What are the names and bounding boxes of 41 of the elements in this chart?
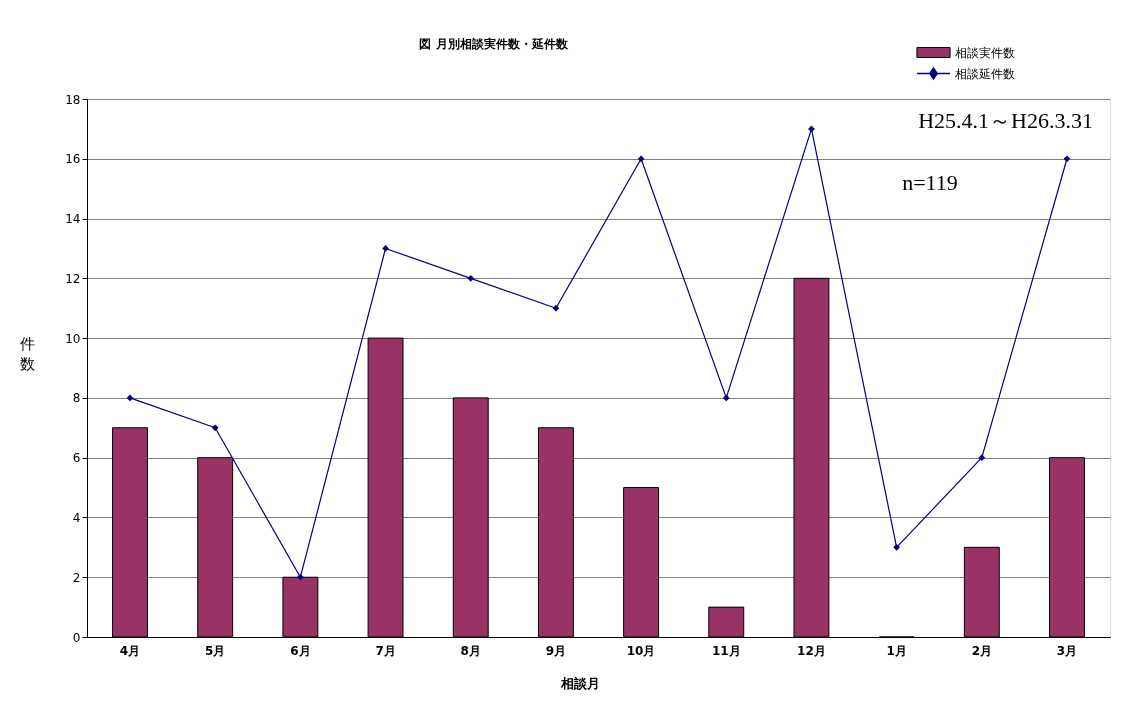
y-tick-label: 12	[65, 271, 81, 286]
x-tick-label: 1月	[886, 643, 907, 658]
point	[467, 274, 475, 282]
x-tick-label: 10月	[626, 643, 656, 658]
point	[1063, 155, 1071, 163]
point	[978, 454, 986, 462]
x-tick-label: 12月	[797, 643, 826, 658]
x-tick-label: 6月	[290, 643, 311, 658]
x-tick-label: 2月	[971, 643, 992, 658]
point	[126, 394, 134, 402]
point	[722, 394, 730, 402]
point	[382, 245, 389, 252]
y-axis-title: 件数	[20, 334, 35, 373]
x-axis-title: 相談月	[560, 675, 600, 691]
x-tick-label: 7月	[375, 643, 396, 658]
y-tick-label: 4	[72, 510, 81, 525]
legend-label: 相談延件数	[955, 66, 1015, 81]
point	[552, 304, 560, 312]
point	[297, 573, 304, 581]
y-tick-label: 16	[65, 152, 81, 167]
point	[211, 424, 219, 432]
point	[808, 125, 815, 133]
point	[637, 155, 645, 163]
y-tick-label: 2	[72, 570, 81, 585]
legend-label: 相談実件数	[955, 45, 1015, 60]
y-tick-label: 10	[65, 331, 81, 346]
y-tick-label: 14	[65, 212, 81, 227]
x-tick-label: 8月	[460, 643, 481, 658]
y-tick-label: 0	[72, 630, 81, 645]
x-tick-label: 3月	[1056, 643, 1078, 658]
y-tick-label: 18	[65, 92, 81, 107]
x-tick-label: 9月	[545, 643, 567, 658]
y-tick-label: 6	[72, 451, 81, 466]
x-tick-label: 11月	[711, 643, 741, 658]
point	[893, 543, 900, 551]
y-tick-label: 8	[72, 391, 81, 406]
annotation: n=119	[902, 170, 958, 195]
x-tick-label: 4月	[119, 643, 141, 658]
x-tick-label: 5月	[205, 643, 226, 658]
annotation: H25.4.1～H26.3.31	[918, 108, 1093, 133]
chart-title: 図 月別相談実件数・延件数	[419, 37, 569, 51]
